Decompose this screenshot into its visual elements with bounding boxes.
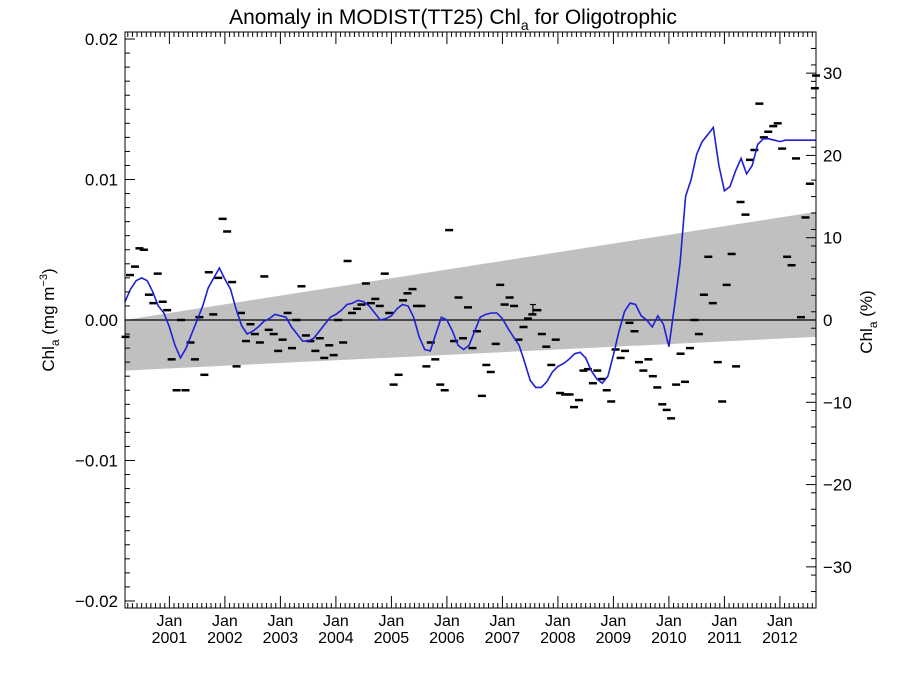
x-tick-label-year: 2004 <box>318 630 354 647</box>
uncertainty-band-area <box>125 211 816 371</box>
x-tick-label-month: Jan <box>323 613 349 630</box>
x-tick-label-year: 2009 <box>596 630 632 647</box>
left-y-tick-label: −0.02 <box>75 592 118 611</box>
x-tick-label-month: Jan <box>767 613 793 630</box>
right-y-tick-label: −30 <box>823 558 852 577</box>
left-y-axis-ticks: 0.02 0.01 0.00 −0.01 −0.02 <box>75 30 135 611</box>
right-y-tick-label: −10 <box>823 393 852 412</box>
right-y-tick-label: −20 <box>823 476 852 495</box>
uncertainty-band <box>125 211 816 371</box>
x-tick-label-year: 2001 <box>152 630 188 647</box>
error-bar <box>529 303 536 315</box>
smoothed-series-line <box>124 125 816 389</box>
x-tick-label-month: Jan <box>268 613 294 630</box>
left-y-tick-label: −0.01 <box>75 451 118 470</box>
right-y-axis-label: Chla (%) <box>857 290 880 353</box>
smoothed-anomaly-series <box>124 125 816 389</box>
x-tick-label-month: Jan <box>712 613 738 630</box>
x-axis-ticks: Jan2001Jan2002Jan2003Jan2004Jan2005Jan20… <box>127 32 813 647</box>
x-tick-label-month: Jan <box>490 613 516 630</box>
x-tick-label-year: 2005 <box>374 630 410 647</box>
x-tick-label-year: 2002 <box>207 630 243 647</box>
x-tick-label-month: Jan <box>656 613 682 630</box>
x-tick-label-year: 2010 <box>651 630 687 647</box>
chart-title: Anomaly in MODIST(TT25) Chla for Oligotr… <box>229 6 677 33</box>
x-tick-label-month: Jan <box>212 613 238 630</box>
x-tick-label-month: Jan <box>601 613 627 630</box>
x-tick-label-year: 2008 <box>540 630 576 647</box>
x-tick-label-year: 2012 <box>762 630 798 647</box>
left-y-tick-label: 0.02 <box>85 30 118 49</box>
right-y-axis-ticks: 30 20 10 0 −10 −20 −30 <box>806 31 852 609</box>
right-y-tick-label: 20 <box>823 146 842 165</box>
x-tick-label-month: Jan <box>545 613 571 630</box>
left-y-axis-label: Chla (mg m−3) <box>38 268 62 371</box>
x-tick-label-month: Jan <box>379 613 405 630</box>
x-tick-label-year: 2007 <box>485 630 521 647</box>
left-y-tick-label: 0.01 <box>85 171 118 190</box>
x-tick-label-year: 2003 <box>263 630 299 647</box>
x-tick-label-month: Jan <box>434 613 460 630</box>
right-y-tick-label: 0 <box>823 311 832 330</box>
x-tick-label-year: 2006 <box>429 630 465 647</box>
right-y-tick-label: 10 <box>823 229 842 248</box>
right-y-tick-label: 30 <box>823 64 842 83</box>
x-tick-label-month: Jan <box>157 613 183 630</box>
left-y-tick-label: 0.00 <box>85 311 118 330</box>
x-tick-label-year: 2011 <box>707 630 742 647</box>
